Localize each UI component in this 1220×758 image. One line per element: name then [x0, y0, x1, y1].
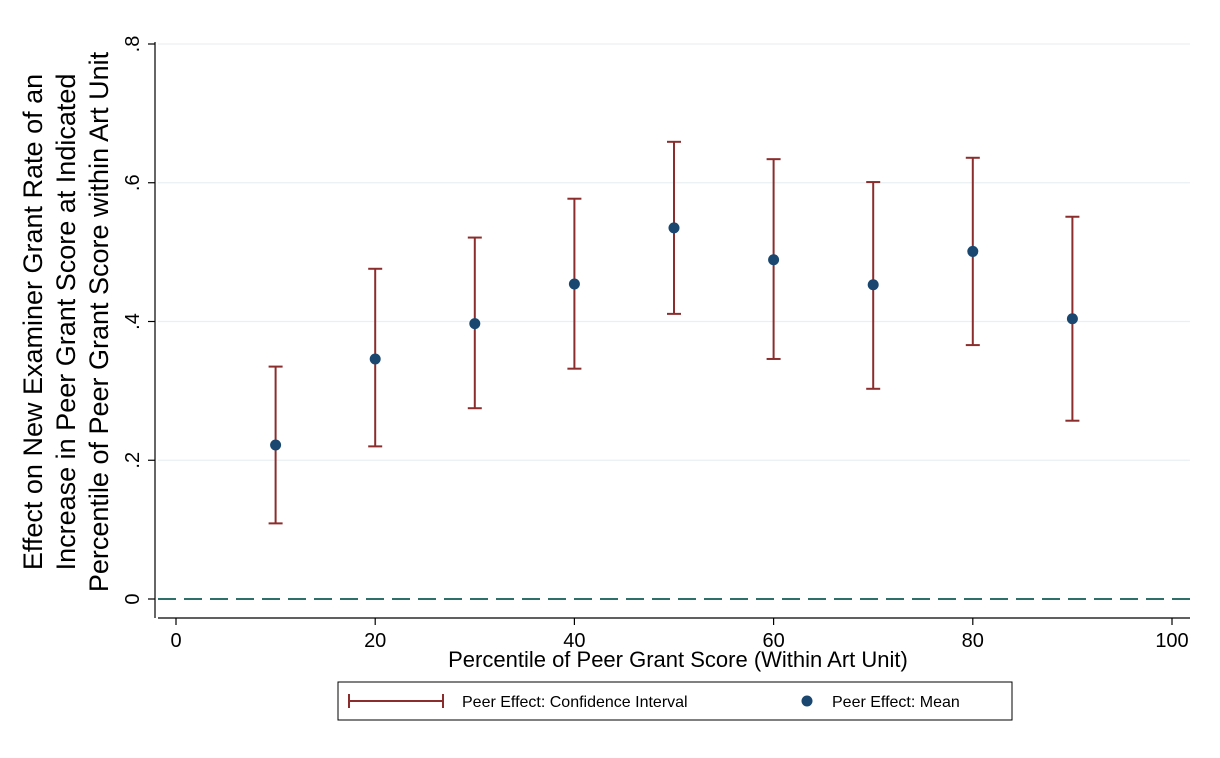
y-tick-label: .8	[122, 36, 144, 53]
legend: Peer Effect: Confidence Interval Peer Ef…	[337, 681, 1013, 721]
legend-box	[337, 681, 1013, 721]
mean-point	[668, 222, 680, 234]
legend-mean-swatch	[801, 695, 813, 707]
mean-point	[768, 254, 780, 266]
mean-point	[369, 353, 381, 365]
y-tick-label: .4	[122, 313, 144, 330]
confidence-interval-layer	[268, 140, 1080, 525]
x-tick-label: 80	[962, 630, 984, 652]
mean-point-layer	[270, 222, 1078, 451]
y-tick-label: 0	[122, 593, 144, 604]
y-axis-title: Effect on New Examiner Grant Rate of an …	[18, 51, 114, 592]
mean-point	[469, 318, 481, 330]
x-tick-label: 0	[170, 630, 181, 652]
legend-ci-label: Peer Effect: Confidence Interval	[462, 694, 688, 711]
legend-mean-label: Peer Effect: Mean	[832, 694, 960, 711]
axes-layer: 0 .2 .4 .6 .8 0 20 40 60 80 100	[122, 36, 1190, 652]
mean-point	[1066, 313, 1078, 325]
y-axis-title-line-3: Percentile of Peer Grant Score within Ar…	[84, 51, 114, 592]
x-tick-label: 60	[762, 630, 784, 652]
x-axis-title: Percentile of Peer Grant Score (Within A…	[448, 647, 908, 672]
x-tick-label: 40	[563, 630, 585, 652]
y-axis-title-line-2: Increase in Peer Grant Score at Indicate…	[51, 74, 81, 571]
mean-point	[867, 279, 879, 291]
y-tick-label: .6	[122, 174, 144, 191]
legend-ci-swatch	[348, 694, 444, 708]
y-axis-title-line-1: Effect on New Examiner Grant Rate of an	[18, 74, 48, 570]
mean-point	[568, 278, 580, 290]
x-tick-label: 20	[364, 630, 386, 652]
mean-point	[967, 245, 979, 257]
mean-point	[270, 439, 282, 451]
y-tick-label: .2	[122, 452, 144, 469]
x-tick-label: 100	[1155, 630, 1188, 652]
